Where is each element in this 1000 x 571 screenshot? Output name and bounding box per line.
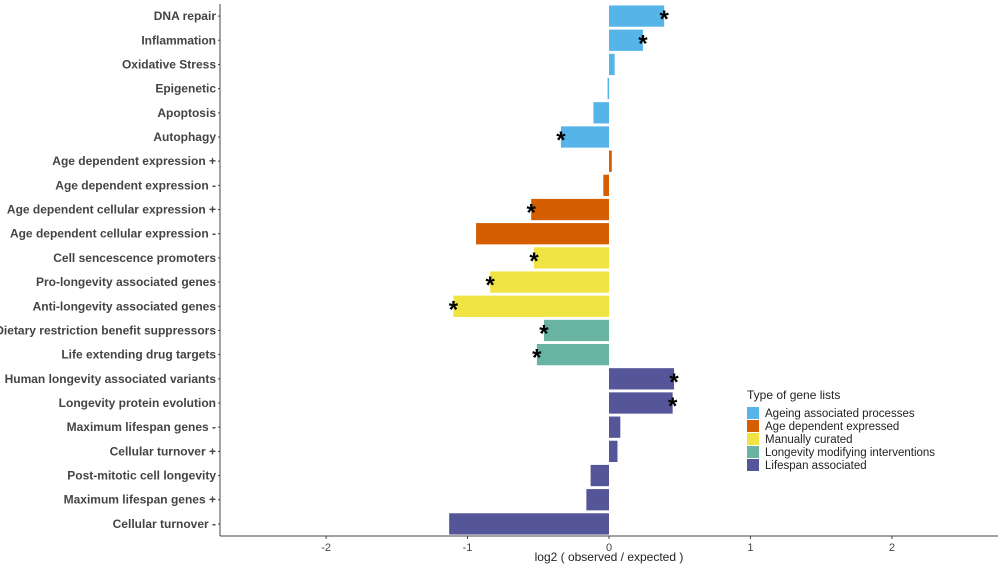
- legend-swatch: [747, 459, 759, 471]
- legend-swatch: [747, 407, 759, 419]
- bar: [603, 174, 609, 197]
- y-tick-label: DNA repair: [154, 9, 217, 23]
- legend-label: Manually curated: [765, 434, 853, 446]
- x-tick-label: 1: [747, 542, 753, 554]
- y-tick-label: Inflammation: [141, 33, 216, 47]
- y-tick-label: Autophagy: [153, 130, 216, 144]
- bar: [543, 319, 609, 342]
- bar: [609, 392, 673, 414]
- y-tick-label: Maximum lifespan genes -: [67, 420, 216, 434]
- y-tick-label: Age dependent cellular expression -: [10, 227, 216, 241]
- bar: [609, 416, 621, 438]
- legend-swatch: [747, 433, 759, 445]
- bar: [609, 5, 665, 27]
- y-tick-label: Dietary restriction benefit suppressors: [0, 323, 216, 337]
- legend-swatch: [747, 446, 759, 458]
- bar: [607, 77, 610, 100]
- significance-marker: *: [486, 272, 496, 299]
- y-tick-label: Age dependent expression +: [52, 154, 216, 168]
- y-tick-label: Post-mitotic cell longevity: [67, 469, 216, 483]
- bar: [609, 150, 612, 172]
- bar: [609, 29, 643, 51]
- bar: [534, 247, 609, 269]
- y-tick-label: Epigenetic: [155, 82, 216, 96]
- bar: [536, 343, 609, 366]
- y-tick-label: Anti-longevity associated genes: [33, 299, 217, 313]
- significance-marker: *: [638, 30, 648, 57]
- legend-swatch: [747, 420, 759, 432]
- bar: [609, 53, 615, 76]
- y-tick-label: Longevity protein evolution: [59, 396, 216, 410]
- y-axis-labels: DNA repair Inflammation Oxidative Stress Ep…: [0, 4, 221, 536]
- bar: [560, 126, 609, 148]
- x-tick-label: -2: [321, 542, 331, 554]
- significance-marker: *: [532, 345, 542, 372]
- x-axis: -2 -1 0 1 2: [220, 535, 998, 554]
- y-tick-label: Oxidative Stress: [122, 57, 216, 71]
- legend-title: Type of gene lists: [747, 388, 840, 402]
- significance-marker: *: [529, 248, 539, 275]
- legend-label: Age dependent expressed: [765, 421, 899, 433]
- y-tick-label: Human longevity associated variants: [5, 372, 217, 386]
- bar: [449, 513, 609, 535]
- x-tick-label: -1: [463, 542, 473, 554]
- bar: [476, 223, 609, 245]
- y-tick-label: Apoptosis: [157, 106, 216, 120]
- bar: [531, 198, 609, 221]
- legend-label: Ageing associated processes: [765, 408, 915, 420]
- significance-marker: *: [539, 320, 549, 347]
- x-axis-title: log2 ( observed / expected ): [535, 550, 684, 564]
- bars-layer: ***********: [449, 5, 679, 535]
- y-tick-label: Life extending drug targets: [61, 348, 216, 362]
- significance-marker: *: [527, 200, 537, 227]
- y-tick-label: Maximum lifespan genes +: [64, 493, 216, 507]
- significance-marker: *: [449, 296, 459, 323]
- y-tick-label: Cellular turnover -: [113, 517, 216, 531]
- x-tick-label: 2: [889, 542, 895, 554]
- bar: [453, 295, 609, 317]
- legend-label: Longevity modifying interventions: [765, 447, 935, 459]
- y-tick-label: Age dependent cellular expression +: [7, 203, 216, 217]
- significance-marker: *: [659, 6, 669, 33]
- bar: [590, 464, 609, 487]
- legend-label: Lifespan associated: [765, 460, 867, 472]
- legend: Type of gene lists Ageing associated pro…: [747, 388, 935, 472]
- y-tick-label: Pro-longevity associated genes: [36, 275, 216, 289]
- bar: [593, 102, 609, 124]
- x-tick-label: 0: [606, 542, 612, 554]
- bar: [490, 271, 609, 293]
- bar: [586, 489, 609, 511]
- bar: [609, 368, 675, 390]
- y-tick-label: Cell sencescence promoters: [53, 251, 216, 265]
- y-tick-label: Cellular turnover +: [110, 444, 216, 458]
- significance-marker: *: [669, 369, 679, 396]
- significance-marker: *: [668, 393, 678, 420]
- y-tick-label: Age dependent expression -: [55, 178, 216, 192]
- significance-marker: *: [556, 127, 566, 154]
- bar: [609, 440, 618, 463]
